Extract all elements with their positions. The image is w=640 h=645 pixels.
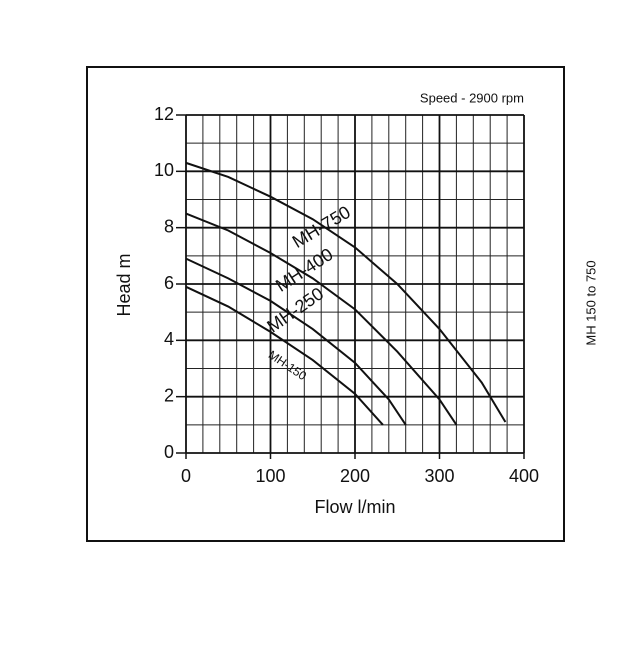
series-line [185, 212, 458, 426]
series-line [185, 285, 384, 426]
y-tick-label: 0 [164, 442, 174, 462]
y-tick-label: 10 [154, 160, 174, 180]
y-tick-label: 6 [164, 273, 174, 293]
annotation: Speed - 2900 rpm [420, 90, 524, 105]
y-axis-label: Head m [114, 253, 134, 316]
x-tick-label: 0 [181, 466, 191, 486]
y-tick-label: 2 [164, 385, 174, 405]
x-tick-label: 300 [424, 466, 454, 486]
series-line [185, 161, 507, 423]
frame [86, 66, 565, 542]
x-tick-label: 100 [255, 466, 285, 486]
series-label: MH-250 [263, 283, 327, 336]
x-tick-label: 400 [509, 466, 539, 486]
series-line [185, 257, 407, 426]
y-tick-label: 12 [154, 104, 174, 124]
y-tick-label: 4 [164, 329, 174, 349]
y-tick-label: 8 [164, 216, 174, 236]
side-label: MH 150 to 750 [583, 260, 598, 345]
x-tick-label: 200 [340, 466, 370, 486]
x-axis-label: Flow l/min [314, 497, 395, 517]
